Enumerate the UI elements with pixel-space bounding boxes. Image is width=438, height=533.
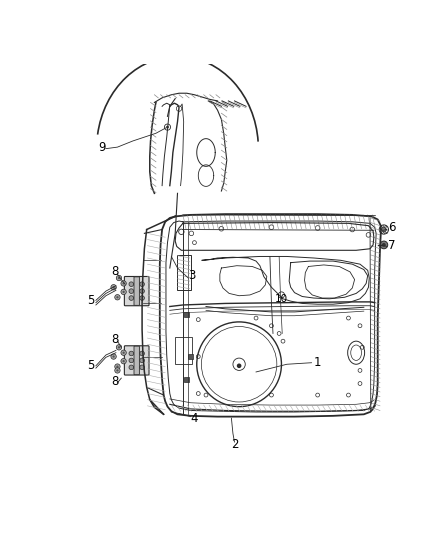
Circle shape: [115, 368, 120, 373]
Circle shape: [140, 365, 145, 370]
Circle shape: [140, 282, 145, 287]
Circle shape: [166, 126, 169, 128]
Circle shape: [380, 241, 388, 249]
Bar: [184, 377, 189, 382]
Circle shape: [118, 277, 120, 279]
Circle shape: [123, 352, 125, 354]
Circle shape: [117, 369, 119, 372]
Circle shape: [111, 354, 117, 359]
FancyBboxPatch shape: [124, 346, 149, 375]
Text: 5: 5: [87, 294, 94, 307]
Circle shape: [118, 346, 120, 349]
Circle shape: [140, 351, 145, 356]
Text: 2: 2: [231, 438, 239, 451]
Circle shape: [237, 364, 241, 368]
FancyBboxPatch shape: [134, 346, 139, 375]
Circle shape: [117, 276, 122, 281]
Circle shape: [115, 295, 120, 300]
Circle shape: [129, 351, 134, 356]
Bar: [175, 337, 192, 364]
Bar: [188, 354, 193, 359]
Circle shape: [113, 356, 115, 358]
Circle shape: [129, 365, 134, 370]
Circle shape: [123, 290, 125, 293]
Circle shape: [129, 358, 134, 363]
Text: 1: 1: [314, 356, 321, 369]
Text: 8: 8: [111, 265, 119, 278]
Circle shape: [121, 281, 126, 286]
Circle shape: [123, 282, 125, 285]
Text: 4: 4: [191, 411, 198, 425]
Circle shape: [129, 296, 134, 301]
Circle shape: [140, 296, 145, 301]
Circle shape: [121, 350, 126, 356]
Circle shape: [129, 289, 134, 294]
Circle shape: [382, 243, 386, 247]
Circle shape: [115, 364, 120, 369]
Circle shape: [123, 360, 125, 362]
Circle shape: [111, 285, 117, 290]
Circle shape: [140, 358, 145, 363]
Circle shape: [121, 289, 126, 295]
Text: 10: 10: [276, 294, 288, 304]
Text: 5: 5: [87, 359, 94, 372]
Text: 3: 3: [188, 269, 196, 282]
Text: 8: 8: [111, 375, 119, 387]
Text: 9: 9: [98, 141, 106, 154]
Bar: [184, 312, 189, 317]
Text: 6: 6: [389, 222, 396, 235]
Circle shape: [129, 282, 134, 287]
FancyBboxPatch shape: [124, 277, 149, 306]
Text: 7: 7: [389, 239, 396, 252]
FancyBboxPatch shape: [134, 277, 139, 305]
Circle shape: [117, 366, 119, 368]
Circle shape: [117, 296, 119, 298]
Circle shape: [121, 359, 126, 364]
Circle shape: [113, 286, 115, 288]
Circle shape: [381, 227, 386, 232]
Circle shape: [117, 345, 122, 350]
Text: 8: 8: [111, 333, 119, 346]
Circle shape: [140, 289, 145, 294]
